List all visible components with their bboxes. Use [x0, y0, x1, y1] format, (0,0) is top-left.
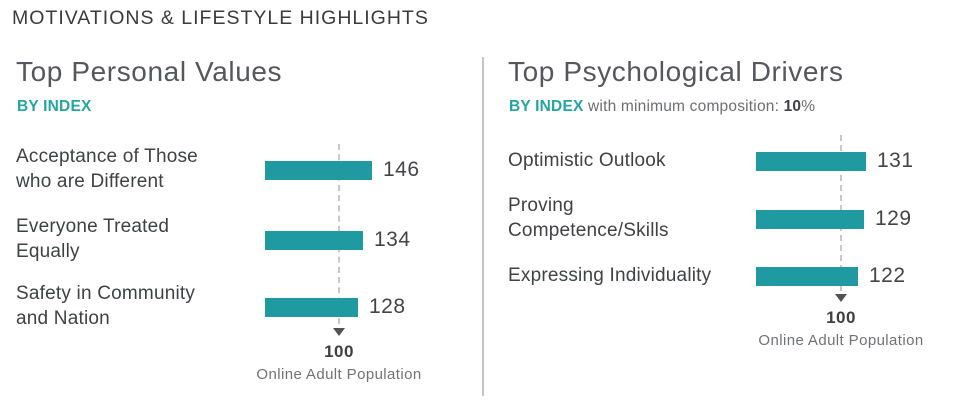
- bar: [265, 230, 363, 250]
- bar-label: Everyone Treated Equally: [16, 216, 170, 262]
- subtitle-rest: with minimum composition:: [583, 98, 784, 115]
- subtitle-suffix: %: [801, 98, 816, 115]
- bar-label: Expressing Individuality: [508, 264, 712, 286]
- by-index-label: BY INDEX: [509, 98, 584, 115]
- subtitle-bold: 10: [783, 98, 802, 115]
- bar-row: Proving Competence/Skills 129: [508, 193, 968, 245]
- chart-subtitle: BY INDEX: [17, 98, 92, 116]
- bar-value: 134: [374, 228, 411, 251]
- bar-label: Proving Competence/Skills: [508, 195, 669, 241]
- bar: [756, 209, 864, 229]
- bar: [756, 151, 866, 171]
- bar-group: 122: [756, 264, 906, 288]
- bar-row: Acceptance of Those who are Different 14…: [16, 144, 474, 196]
- bar-value: 129: [875, 207, 912, 230]
- bar-row: Safety in Community and Nation 128: [16, 281, 474, 333]
- bar-label: Safety in Community and Nation: [16, 283, 196, 329]
- chart-subtitle: BY INDEX with minimum composition: 10%: [509, 98, 815, 116]
- chart-top-psychological-drivers: Top Psychological Drivers BY INDEX with …: [508, 56, 968, 404]
- bar-group: 146: [265, 158, 420, 182]
- bar-value: 122: [869, 264, 906, 287]
- bar-group: 131: [756, 149, 914, 173]
- section-header: MOTIVATIONS & LIFESTYLE HIGHLIGHTS: [12, 7, 429, 29]
- arrow-down-icon: [333, 328, 345, 336]
- bar-label: Acceptance of Those who are Different: [16, 146, 198, 192]
- baseline-value: 100: [324, 342, 354, 361]
- bar-value: 131: [877, 149, 914, 172]
- bar-group: 134: [265, 228, 411, 252]
- bar-row: Everyone Treated Equally 134: [16, 214, 474, 266]
- chart-top-personal-values: Top Personal Values BY INDEX Acceptance …: [16, 56, 474, 404]
- bar-row: Expressing Individuality 122: [508, 250, 968, 302]
- chart-title: Top Personal Values: [16, 56, 283, 87]
- baseline-value: 100: [826, 308, 856, 327]
- arrow-down-icon: [835, 294, 847, 302]
- bar: [265, 297, 358, 317]
- by-index-label: BY INDEX: [17, 98, 92, 115]
- bar-label: Optimistic Outlook: [508, 149, 666, 171]
- bar-group: 128: [265, 295, 406, 319]
- bar-value: 128: [369, 295, 406, 318]
- chart-title: Top Psychological Drivers: [508, 56, 844, 87]
- baseline-label: Online Adult Population: [758, 332, 924, 349]
- baseline-label: Online Adult Population: [256, 366, 422, 383]
- bar-group: 129: [756, 207, 912, 231]
- panel-divider: [482, 57, 484, 396]
- bar: [756, 266, 858, 286]
- bar-value: 146: [383, 158, 420, 181]
- bar-row: Optimistic Outlook 131: [508, 135, 968, 187]
- bar: [265, 160, 372, 180]
